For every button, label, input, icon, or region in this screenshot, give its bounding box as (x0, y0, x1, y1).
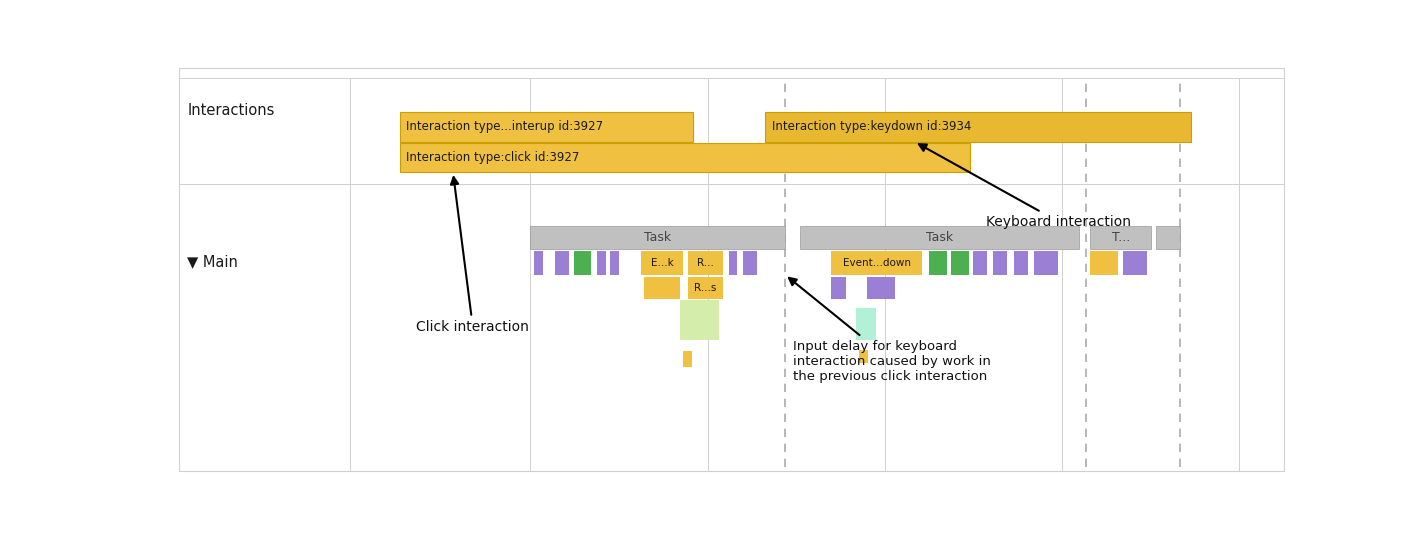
Bar (992, 252, 1007, 275)
Bar (1034, 252, 1058, 275)
Bar (928, 252, 947, 275)
Bar (1155, 226, 1180, 249)
Bar (554, 252, 570, 275)
Text: Task: Task (644, 231, 671, 244)
Bar (400, 142, 970, 172)
Bar (683, 351, 693, 368)
Text: R...s: R...s (694, 283, 717, 293)
Text: T...: T... (1112, 231, 1130, 244)
Text: Click interaction: Click interaction (417, 177, 530, 334)
Text: Task: Task (927, 231, 954, 244)
Bar (801, 226, 1080, 249)
Bar (597, 252, 605, 275)
Bar (972, 252, 988, 275)
Bar (534, 252, 543, 275)
Bar (641, 252, 683, 275)
Bar (644, 277, 680, 299)
Text: Interaction type:click id:3927: Interaction type:click id:3927 (407, 151, 580, 164)
Bar (530, 226, 785, 249)
Bar (1122, 252, 1147, 275)
Text: E...k: E...k (651, 258, 674, 268)
Text: Keyboard interaction: Keyboard interaction (918, 144, 1131, 229)
Bar (574, 252, 591, 275)
Text: Input delay for keyboard
interaction caused by work in
the previous click intera: Input delay for keyboard interaction cau… (788, 278, 991, 383)
Bar (400, 112, 693, 142)
Bar (680, 300, 718, 340)
Bar (688, 277, 723, 299)
Bar (765, 112, 1191, 142)
Text: Interaction type:keydown id:3934: Interaction type:keydown id:3934 (771, 121, 971, 134)
Bar (860, 350, 868, 363)
Bar (1091, 252, 1118, 275)
Bar (855, 309, 875, 340)
Text: Interactions: Interactions (187, 102, 274, 118)
Text: Interaction type...interup id:3927: Interaction type...interup id:3927 (407, 121, 604, 134)
Bar (728, 252, 737, 275)
Bar (867, 277, 894, 299)
Bar (1014, 252, 1028, 275)
Text: ▼ Main: ▼ Main (187, 254, 238, 270)
Bar (688, 252, 723, 275)
Bar (831, 277, 845, 299)
Bar (951, 252, 968, 275)
Text: Event...down: Event...down (843, 258, 911, 268)
Bar (831, 252, 922, 275)
Bar (743, 252, 757, 275)
Text: R...: R... (697, 258, 714, 268)
Bar (610, 252, 618, 275)
Bar (1091, 226, 1151, 249)
